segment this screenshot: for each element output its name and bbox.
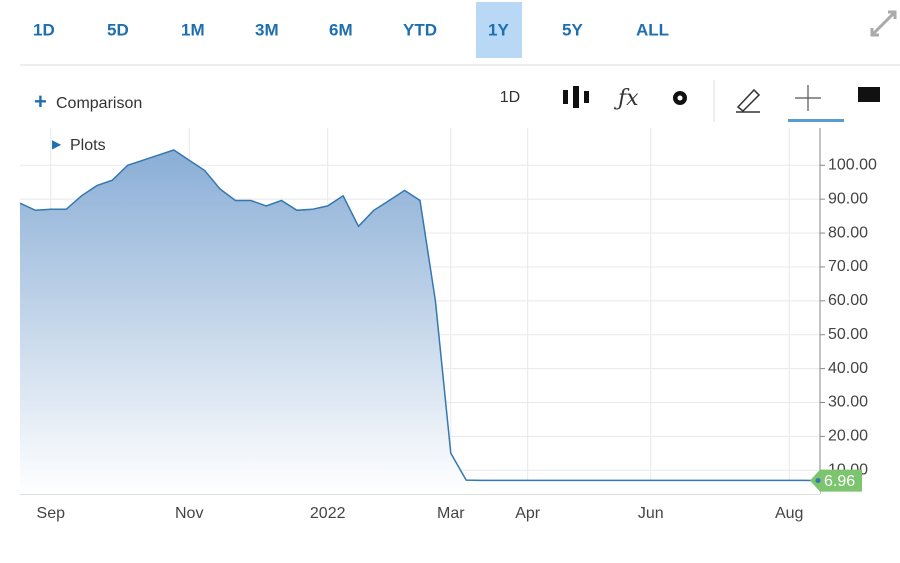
range-button[interactable]: 5Y [562,20,583,39]
y-tick-label: 60.00 [828,292,868,309]
y-tick-label: 30.00 [828,394,868,411]
comment-icon[interactable] [858,87,880,102]
range-button[interactable]: 3M [255,20,279,39]
draw-icon[interactable] [736,88,761,113]
y-tick-label: 70.00 [828,258,868,275]
crosshair-icon[interactable] [795,85,821,111]
range-button[interactable]: 5D [107,20,129,39]
plots-arrow[interactable]: ▶ [52,137,62,151]
expand-icon[interactable] [870,10,897,37]
range-button[interactable]: YTD [403,20,437,39]
candle-icon[interactable] [563,86,589,108]
x-tick-label: Mar [437,505,465,522]
plus-icon[interactable]: + [34,89,47,114]
last-value-dot [815,478,821,484]
x-tick-label: 2022 [310,505,346,522]
x-tick-label: Apr [515,505,541,522]
range-button[interactable]: 6M [329,20,353,39]
range-bar: 1D 5D 1M 3M 6M YTD 1Y 5Y ALL [33,2,669,58]
range-button[interactable]: 1D [33,20,55,39]
x-tick-label: Nov [175,505,203,522]
plot-area: 10.0020.0030.0040.0050.0060.0070.0080.00… [19,128,877,522]
y-tick-label: 90.00 [828,190,868,207]
range-button[interactable]: ALL [636,20,669,39]
line [19,149,821,482]
y-tick-label: 80.00 [828,224,868,241]
plots-button[interactable]: Plots [70,137,106,154]
y-tick-label: 40.00 [828,360,868,377]
x-tick-label: Sep [37,505,66,522]
range-button[interactable]: 1Y [488,20,509,39]
range-selected [476,2,522,58]
x-tick-label: Aug [775,505,803,522]
x-tick-label: Jun [638,505,664,522]
y-tick-label: 50.00 [828,326,868,343]
y-tick-label: 100.00 [828,156,877,173]
active-tool [788,119,844,122]
range-button[interactable]: 1M [181,20,205,39]
comparison-button[interactable]: Comparison [56,95,142,112]
fx-icon[interactable]: ƒx [613,86,639,111]
last-value-label: 6.96 [824,473,855,490]
area [20,150,820,494]
interval-button[interactable]: 1D [500,89,520,106]
last-value-badge [810,469,862,492]
y-tick-label: 20.00 [828,428,868,445]
settings-hole [677,95,683,101]
